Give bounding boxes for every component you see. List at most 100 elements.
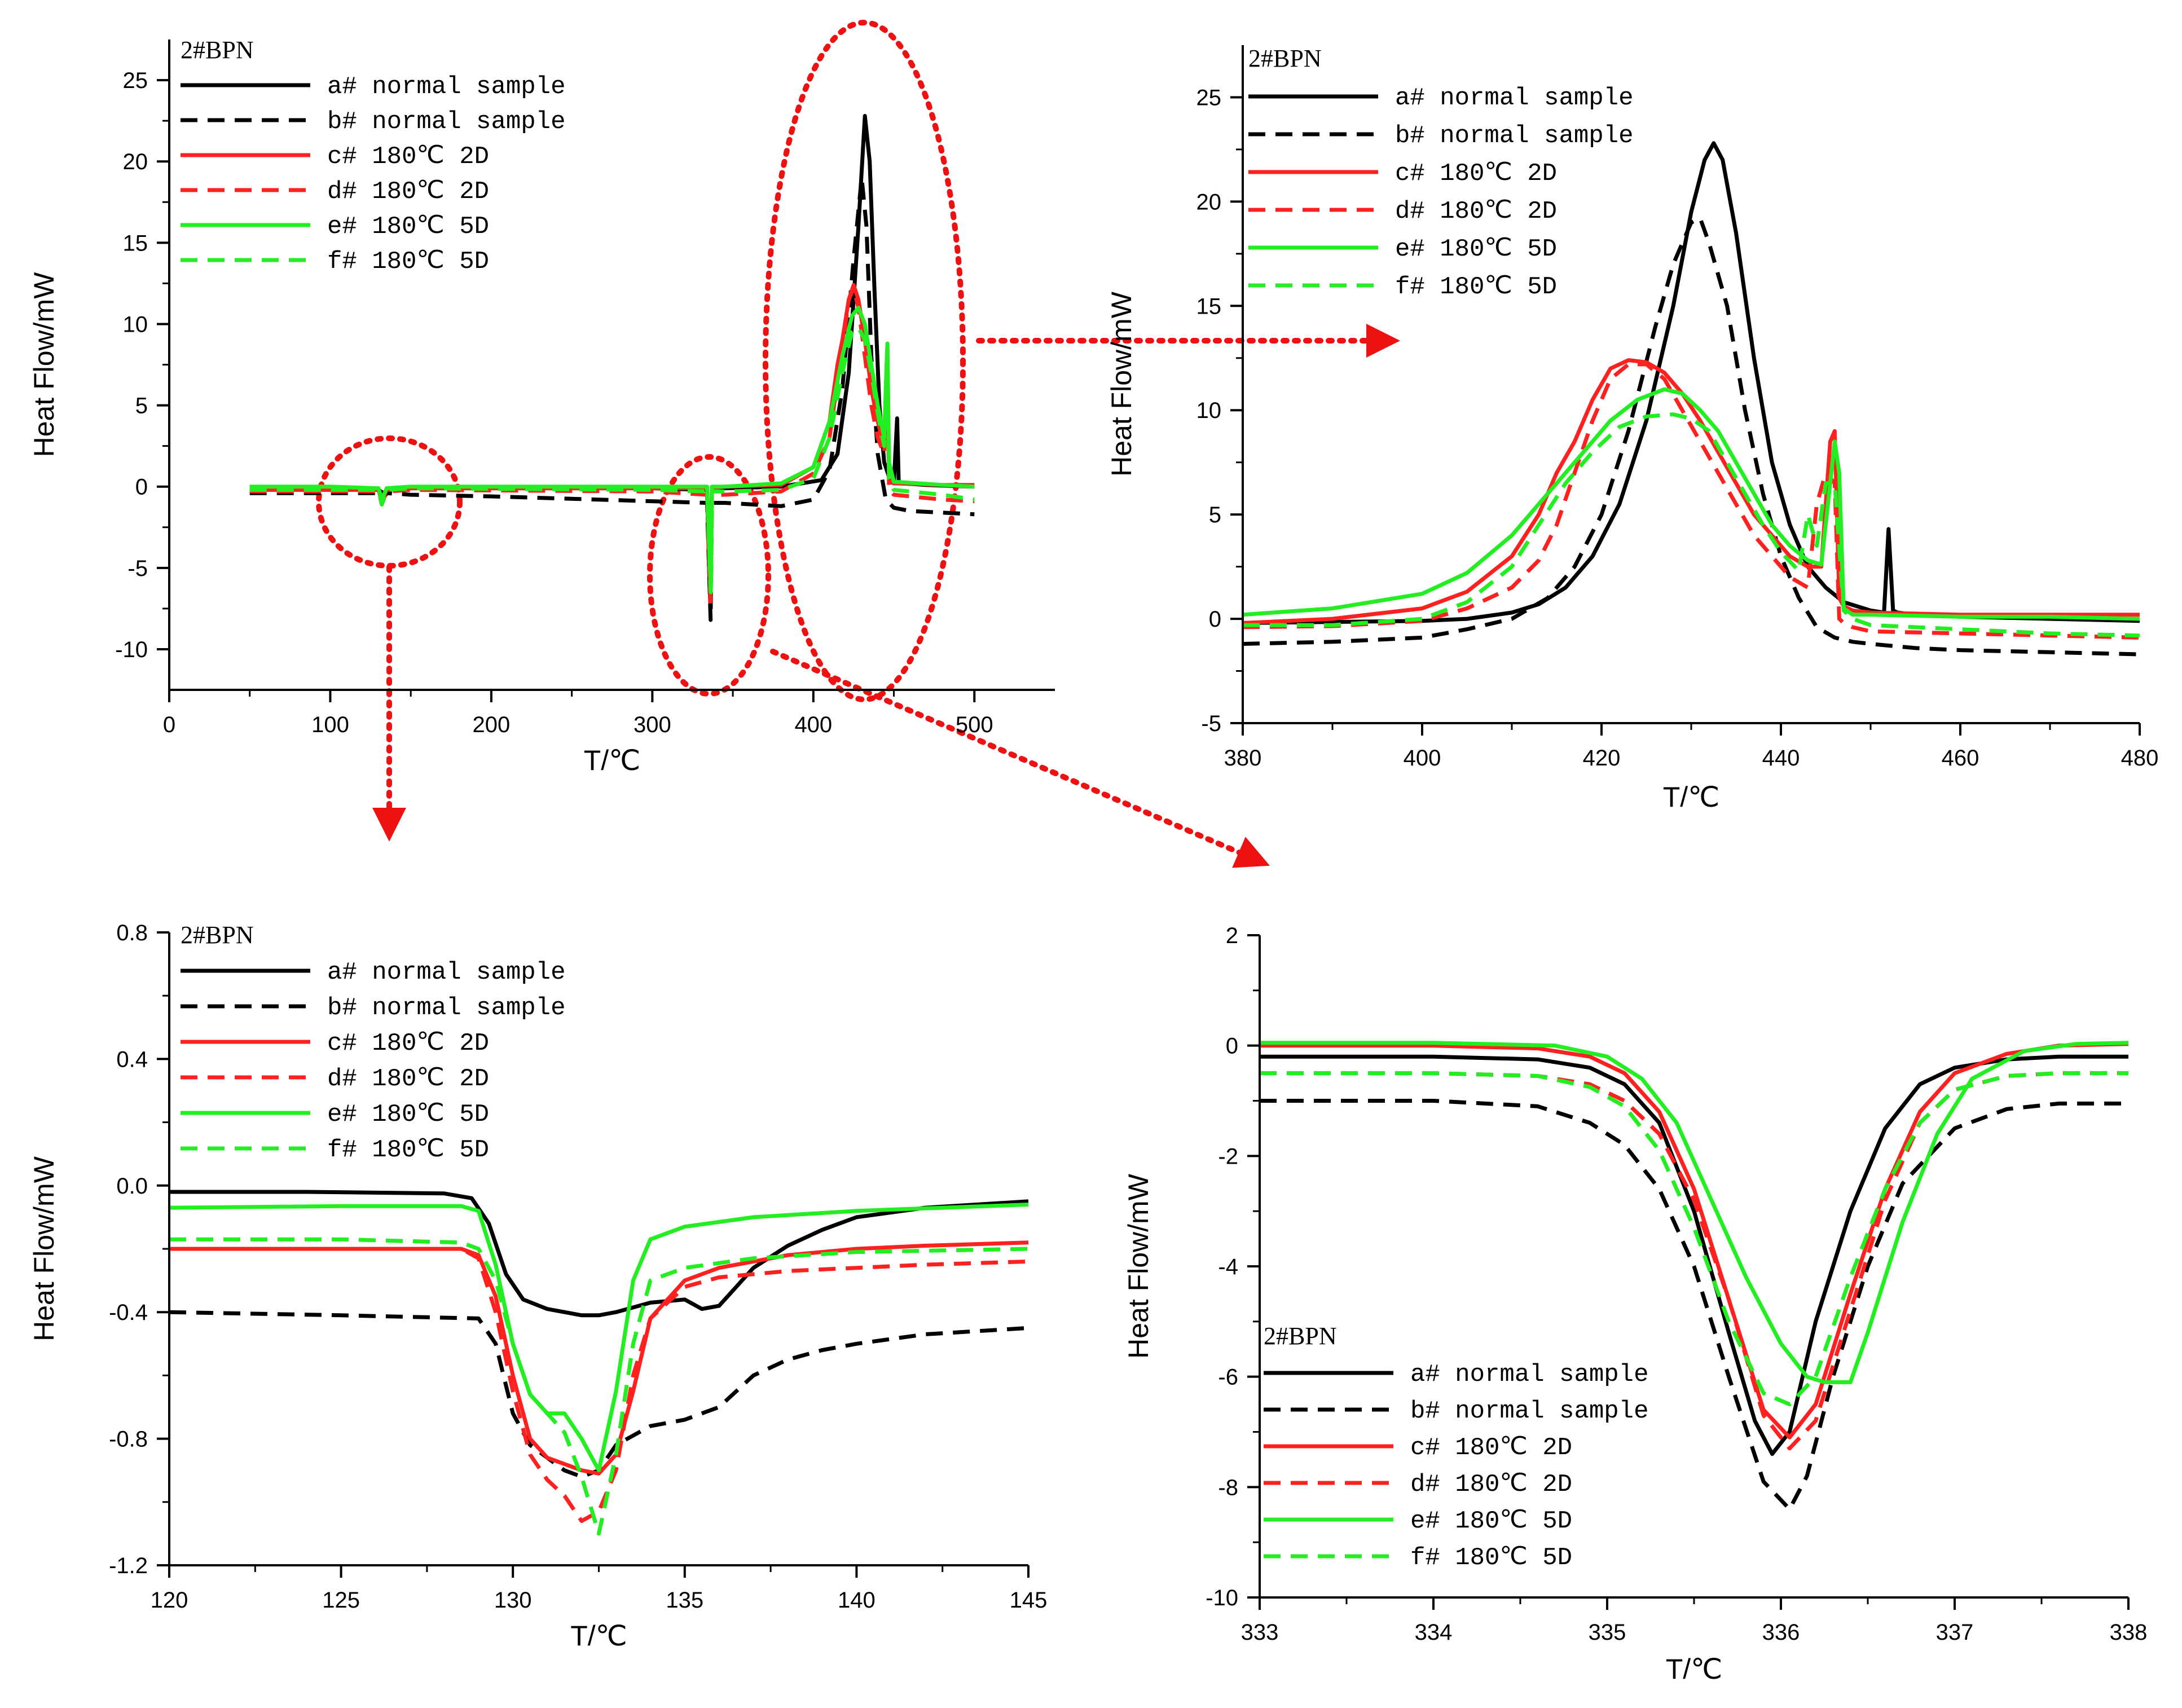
x-axis-title: T/℃ — [1666, 1653, 1723, 1685]
legend-label-e: e# 180℃ 5D — [1410, 1507, 1572, 1535]
x-tick-label: 440 — [1762, 746, 1800, 771]
x-tick-label: 145 — [1010, 1588, 1048, 1613]
x-tick-label: 335 — [1589, 1620, 1626, 1645]
series-line-a — [1260, 1054, 2128, 1456]
x-tick-label: 380 — [1224, 746, 1262, 771]
y-tick-label: 2 — [1226, 923, 1238, 948]
legend: 2#BPN a# normal sample b# normal sample c# … — [1248, 45, 1633, 301]
x-tick-label: 200 — [473, 712, 511, 737]
y-tick-label: 5 — [1209, 503, 1221, 527]
x-tick-label: 400 — [794, 712, 832, 737]
y-tick-label: -8 — [1218, 1475, 1238, 1500]
y-tick-label: 25 — [123, 68, 148, 93]
y-tick-label: -0.8 — [109, 1427, 148, 1452]
chart-zoom-333-338: 333 334 335 336 337 338 -10 -8 -6 -4 -2 0 2 T/℃ Heat F… — [1123, 923, 2147, 1685]
series-line-e — [1260, 1041, 2128, 1384]
legend-label-f: f# 180℃ 5D — [327, 248, 489, 276]
legend-label-c: c# 180℃ 2D — [327, 143, 489, 171]
series-line-d — [169, 1247, 1028, 1523]
x-tick-label: 120 — [151, 1588, 188, 1613]
x-tick-label: 338 — [2110, 1620, 2148, 1645]
zoom-arrow-diagonal — [770, 649, 1270, 868]
series-line-f — [1260, 1071, 2128, 1407]
legend-label-c: c# 180℃ 2D — [1395, 160, 1557, 188]
y-axis-title: Heat Flow/mW — [28, 272, 60, 457]
x-axis-title: T/℃ — [570, 1620, 627, 1652]
x-tick-label: 140 — [838, 1588, 876, 1613]
legend-label-d: d# 180℃ 2D — [327, 1065, 489, 1093]
y-axis-title: Heat Flow/mW — [1123, 1173, 1154, 1359]
series-line-d — [1243, 362, 2140, 640]
series-group — [169, 1190, 1028, 1536]
series-line-d — [1260, 1071, 2128, 1451]
legend-label-e: e# 180℃ 5D — [1395, 235, 1557, 263]
legend-label-e: e# 180℃ 5D — [327, 1100, 489, 1129]
x-tick-label: 336 — [1762, 1620, 1800, 1645]
legend-label-c: c# 180℃ 2D — [327, 1029, 489, 1058]
legend-label-b: b# normal sample — [327, 108, 565, 136]
legend-title: 2#BPN — [1264, 1322, 1337, 1350]
highlight-ellipse-380-480 — [763, 20, 966, 702]
x-tick-label: 420 — [1583, 746, 1621, 771]
y-axis-title: Heat Flow/mW — [28, 1156, 60, 1341]
legend-label-d: d# 180℃ 2D — [327, 178, 489, 206]
x-tick-label: 333 — [1241, 1620, 1279, 1645]
legend-label-e: e# 180℃ 5D — [327, 213, 489, 241]
x-tick-label: 130 — [494, 1588, 532, 1613]
series-line-e — [169, 1203, 1028, 1473]
x-tick-label: 300 — [634, 712, 671, 737]
legend: 2#BPN a# normal sample b# normal sample c# … — [181, 921, 565, 1164]
x-tick-label: 500 — [956, 712, 993, 737]
chart-zoom-120-145: 120 125 130 135 140 145 -1.2 -0.8 -0.4 0.0 0.4 0.8 T… — [28, 921, 1047, 1652]
y-tick-label: -5 — [127, 556, 148, 581]
zoom-annotations — [316, 20, 1400, 868]
series-line-f — [169, 1237, 1028, 1536]
y-tick-label: 0 — [1226, 1034, 1238, 1059]
legend-label-f: f# 180℃ 5D — [327, 1136, 489, 1164]
series-line-f — [1243, 412, 2140, 638]
y-tick-label: 10 — [1196, 398, 1222, 423]
y-tick-label: 0 — [135, 475, 148, 500]
y-tick-label: 0.0 — [116, 1174, 148, 1199]
series-group — [249, 114, 975, 622]
x-tick-label: 0 — [163, 712, 175, 737]
legend-title: 2#BPN — [181, 36, 254, 64]
series-line-e — [1243, 387, 2140, 621]
legend: 2#BPN a# normal sample b# normal sample c# … — [1264, 1322, 1648, 1572]
y-tick-label: 0 — [1209, 607, 1221, 632]
series-line-b — [249, 175, 975, 622]
legend-label-b: b# normal sample — [327, 994, 565, 1022]
y-tick-label: -2 — [1218, 1144, 1238, 1169]
series-line-a — [1243, 141, 2140, 625]
x-axis-title: T/℃ — [584, 745, 641, 776]
legend-title: 2#BPN — [1248, 45, 1322, 72]
series-line-b — [169, 1310, 1028, 1479]
legend-label-f: f# 180℃ 5D — [1410, 1544, 1572, 1572]
y-tick-label: 10 — [123, 312, 148, 337]
chart-zoom-380-480: 380 400 420 440 460 480 -5 0 5 10 15 20 25 T/℃ Heat Fl… — [1106, 45, 2158, 813]
y-axis-title: Heat Flow/mW — [1106, 291, 1137, 477]
legend-label-a: a# normal sample — [327, 958, 565, 987]
y-tick-label: -4 — [1218, 1254, 1238, 1279]
x-tick-label: 337 — [1936, 1620, 1974, 1645]
legend-label-f: f# 180℃ 5D — [1395, 273, 1557, 301]
y-tick-label: 15 — [1196, 294, 1222, 319]
highlight-ellipse-333-338 — [647, 454, 771, 697]
y-tick-label: 0.4 — [116, 1047, 148, 1072]
y-tick-label: -10 — [115, 637, 148, 662]
series-line-c — [169, 1240, 1028, 1476]
legend-label-a: a# normal sample — [1395, 84, 1633, 112]
legend-label-b: b# normal sample — [1410, 1397, 1648, 1425]
legend-title: 2#BPN — [181, 921, 254, 949]
x-tick-label: 135 — [666, 1588, 703, 1613]
y-tick-label: 20 — [123, 149, 148, 174]
y-tick-label: -6 — [1218, 1365, 1238, 1390]
y-tick-label: 5 — [135, 394, 148, 419]
chart-overview: 0 100 200 300 400 500 -10 -5 0 5 10 15 20 25 T/℃ Heat F… — [28, 36, 1055, 776]
series-line-b — [1260, 1099, 2128, 1511]
legend-label-c: c# 180℃ 2D — [1410, 1434, 1572, 1462]
x-tick-label: 400 — [1404, 746, 1441, 771]
series-line-c — [1260, 1042, 2128, 1440]
